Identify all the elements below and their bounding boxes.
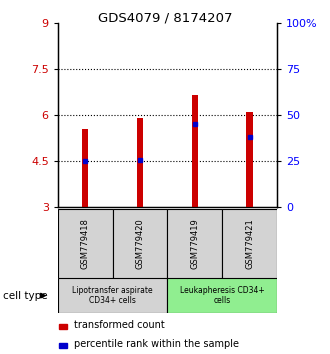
- Bar: [59, 343, 67, 348]
- Bar: [58, 278, 168, 313]
- Text: Lipotransfer aspirate
CD34+ cells: Lipotransfer aspirate CD34+ cells: [72, 286, 153, 305]
- Text: percentile rank within the sample: percentile rank within the sample: [75, 339, 240, 349]
- Bar: [168, 209, 222, 278]
- Text: Leukapheresis CD34+
cells: Leukapheresis CD34+ cells: [180, 286, 265, 305]
- Bar: [192, 95, 198, 207]
- Text: GDS4079 / 8174207: GDS4079 / 8174207: [98, 11, 232, 24]
- Bar: [222, 209, 277, 278]
- Bar: [58, 209, 113, 278]
- Bar: [59, 324, 67, 329]
- Text: GSM779420: GSM779420: [136, 218, 145, 269]
- Text: GSM779418: GSM779418: [81, 218, 90, 269]
- Bar: [247, 112, 253, 207]
- Bar: [82, 129, 88, 207]
- Text: transformed count: transformed count: [75, 320, 165, 330]
- Bar: [137, 118, 143, 207]
- Text: GSM779421: GSM779421: [245, 218, 254, 269]
- Bar: [168, 278, 277, 313]
- Bar: [113, 209, 168, 278]
- Text: GSM779419: GSM779419: [190, 218, 199, 269]
- Text: cell type: cell type: [3, 291, 48, 301]
